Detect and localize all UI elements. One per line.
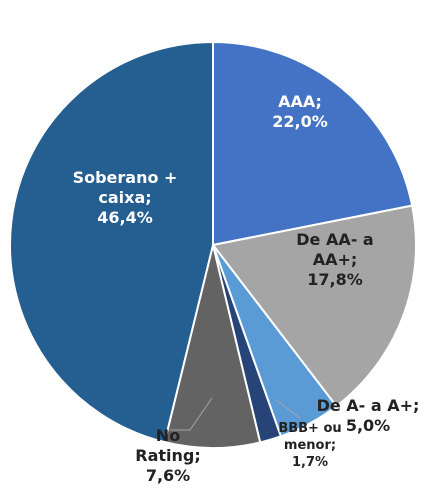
data-label: BBB+ ou menor; 1,7%: [270, 420, 350, 471]
value-label: 22,0%: [272, 112, 328, 131]
value-label: 1,7%: [291, 455, 329, 470]
leader-line: [275, 399, 301, 419]
data-label: AAA; 22,0%: [255, 92, 345, 132]
category-label: AAA;: [278, 92, 322, 111]
pie-slice: [163, 244, 262, 449]
value-label: 46,4%: [97, 208, 153, 227]
data-label: De A- a A+; 5,0%: [303, 396, 433, 436]
pie-slice: [211, 204, 417, 408]
category-label: No Rating;: [135, 426, 201, 465]
leader-line: [170, 397, 213, 431]
data-label: Soberano + caixa; 46,4%: [50, 168, 200, 228]
pie-slice: [212, 40, 414, 247]
value-label: 5,0%: [345, 416, 391, 435]
value-label: 7,6%: [145, 466, 191, 485]
category-label: De A- a A+;: [316, 396, 420, 415]
category-label: BBB+ ou menor;: [278, 421, 342, 453]
data-label: De AA- a AA+; 17,8%: [280, 230, 390, 290]
category-label: De AA- a AA+;: [296, 230, 374, 269]
pie-slice: [9, 40, 214, 444]
data-label: No Rating; 7,6%: [128, 426, 208, 486]
value-label: 17,8%: [307, 270, 363, 289]
category-label: Soberano + caixa;: [72, 168, 178, 207]
